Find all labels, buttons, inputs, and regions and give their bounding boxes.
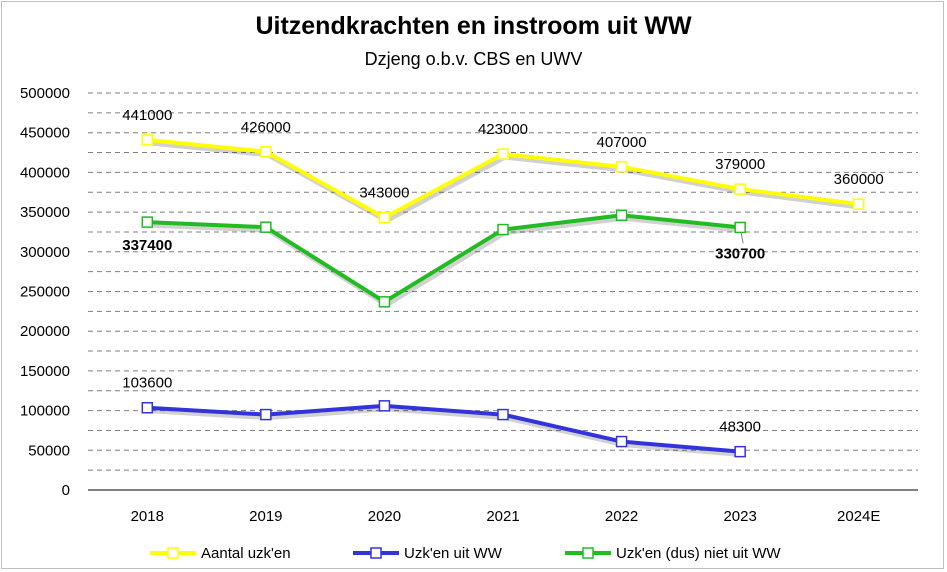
data-label: 337400: [122, 237, 172, 254]
data-point-marker: [734, 221, 746, 234]
chart-subtitle: Dzjeng o.b.v. CBS en UWV: [364, 49, 583, 69]
data-point-marker: [260, 221, 272, 233]
data-label: 407000: [597, 134, 647, 151]
data-point-marker: [497, 408, 509, 421]
data-point-marker: [615, 209, 628, 222]
data-label: 441000: [122, 107, 172, 124]
series-line-shadow: [149, 215, 743, 308]
y-tick-label: 300000: [20, 244, 70, 261]
data-point-marker: [260, 146, 272, 158]
x-tick-label: 2018: [131, 508, 164, 525]
label-leader-line: [740, 232, 744, 244]
x-tick-label: 2022: [605, 508, 638, 525]
data-point-marker: [378, 296, 391, 308]
y-tick-label: 250000: [20, 284, 70, 301]
series-line: [145, 403, 743, 454]
y-tick-label: 0: [62, 482, 70, 499]
data-point-marker: [734, 445, 746, 458]
x-tick-label: 2023: [723, 508, 756, 525]
y-tick-label: 350000: [20, 204, 70, 221]
y-tick-label: 100000: [20, 403, 70, 420]
x-tick-label: 2020: [368, 508, 401, 525]
data-point-marker: [497, 223, 509, 236]
data-point-marker: [734, 183, 746, 195]
x-tick-label: 2021: [486, 508, 519, 525]
legend-label: Aantal uzk'en: [201, 545, 291, 562]
series-line: [145, 213, 743, 304]
legend-marker: [370, 547, 382, 559]
y-tick-label: 500000: [20, 85, 70, 102]
x-tick-label: 2019: [249, 508, 282, 525]
data-point-marker: [378, 400, 391, 412]
y-tick-label: 400000: [20, 164, 70, 181]
data-label: 423000: [478, 121, 528, 138]
y-tick-label: 50000: [28, 442, 70, 459]
data-label: 330700: [715, 245, 765, 262]
data-label: 426000: [241, 119, 291, 136]
data-label: 360000: [834, 171, 884, 188]
legend-label: Uzk'en uit WW: [404, 545, 503, 562]
chart-title: Uitzendkrachten en instroom uit WW: [255, 12, 692, 40]
data-point-marker: [141, 401, 154, 414]
data-point-marker: [260, 408, 272, 421]
legend-marker: [167, 547, 179, 559]
data-point-marker: [615, 435, 628, 448]
data-label: 103600: [122, 375, 172, 392]
data-point-marker: [497, 148, 509, 160]
x-tick-label: 2024E: [837, 508, 880, 525]
series-line-shadow: [149, 406, 743, 458]
y-tick-label: 450000: [20, 125, 70, 142]
y-tick-label: 200000: [20, 323, 70, 340]
data-point-marker: [141, 134, 154, 146]
y-tick-label: 150000: [20, 363, 70, 380]
data-point-marker: [141, 216, 154, 228]
data-label: 379000: [715, 156, 765, 173]
legend-marker: [582, 547, 594, 559]
data-point-marker: [378, 211, 391, 224]
legend-label: Uzk'en (dus) niet uit WW: [616, 545, 781, 562]
data-label: 48300: [719, 419, 761, 436]
data-label: 343000: [359, 185, 409, 202]
data-point-marker: [852, 198, 865, 210]
data-point-marker: [615, 161, 628, 173]
